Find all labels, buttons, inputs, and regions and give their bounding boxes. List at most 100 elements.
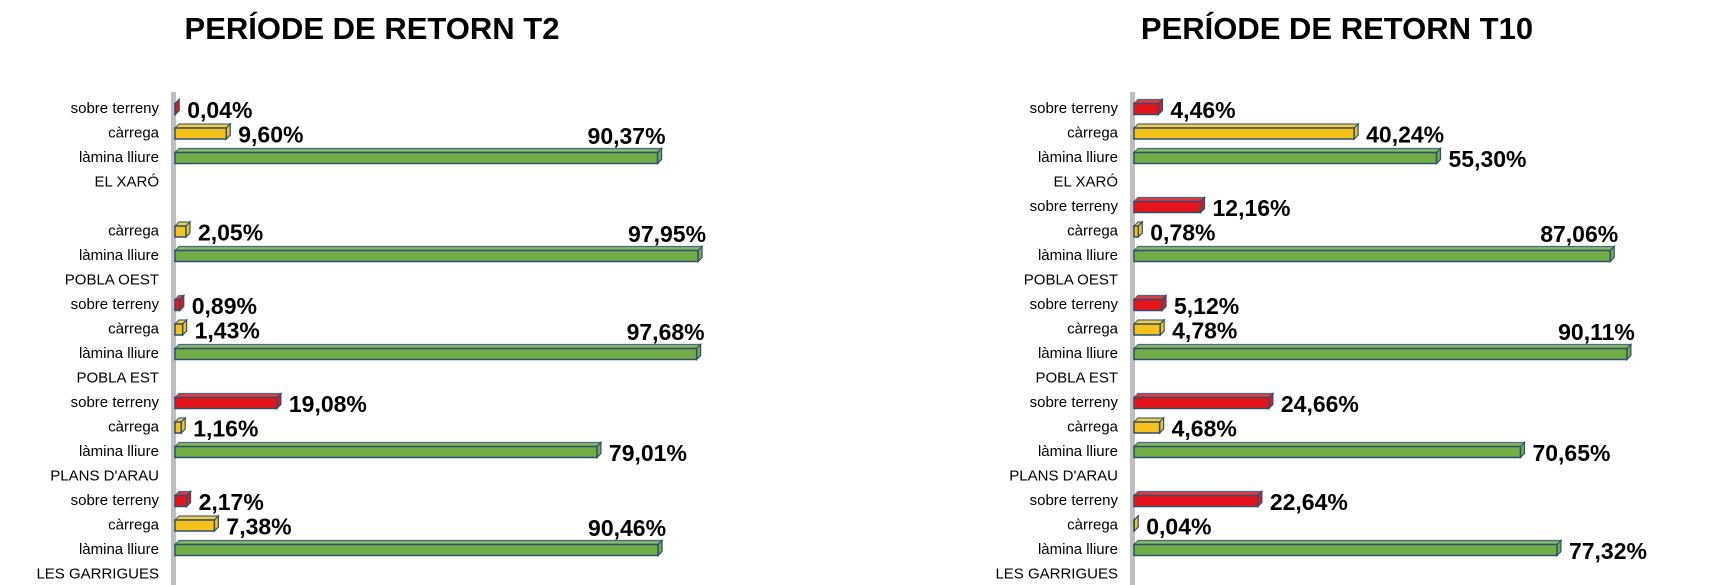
bar	[174, 519, 216, 532]
value-label: 77,32%	[1569, 538, 1647, 564]
bar	[174, 421, 182, 434]
bar-category-label: sobre terreny	[71, 394, 160, 411]
bar	[1133, 347, 1628, 361]
bar	[1133, 127, 1355, 140]
bar-category-label: làmina lliure	[1038, 149, 1118, 166]
bar	[1133, 249, 1611, 263]
group-label: LES GARRIGUES	[995, 565, 1118, 582]
value-label: 4,68%	[1172, 416, 1237, 442]
bar-category-label: làmina lliure	[79, 345, 159, 362]
bar-category-label: càrrega	[108, 320, 160, 337]
bar	[1133, 151, 1438, 165]
value-label: 4,46%	[1170, 97, 1235, 123]
value-label: 90,11%	[1558, 319, 1635, 345]
value-label: 19,08%	[289, 391, 367, 417]
bar	[174, 151, 659, 165]
bar	[174, 298, 181, 312]
group-label: PLANS D'ARAU	[1009, 467, 1118, 484]
value-label: 90,37%	[588, 123, 666, 149]
value-label: 0,04%	[1146, 514, 1211, 540]
bar	[174, 249, 699, 263]
bar-category-label: càrrega	[1067, 418, 1119, 435]
value-label: 0,78%	[1150, 220, 1215, 246]
value-label: 0,04%	[187, 97, 252, 123]
bar-category-label: làmina lliure	[1038, 345, 1118, 362]
value-label: 7,38%	[226, 514, 291, 540]
bar	[1133, 298, 1163, 312]
value-label: 2,05%	[198, 220, 263, 246]
value-label: 24,66%	[1281, 391, 1359, 417]
bar	[174, 543, 659, 557]
bar-category-label: sobre terreny	[71, 100, 160, 117]
group-label: LES GARRIGUES	[36, 565, 159, 582]
bar-category-label: càrrega	[108, 222, 160, 239]
value-label: 22,64%	[1270, 489, 1348, 515]
bar	[1133, 102, 1160, 116]
bar-category-label: làmina lliure	[1038, 247, 1118, 264]
value-label: 1,16%	[193, 416, 258, 442]
bar	[1133, 494, 1259, 508]
bar-category-label: sobre terreny	[1030, 394, 1119, 411]
bar-category-label: càrrega	[108, 516, 160, 533]
value-label: 97,68%	[627, 319, 705, 345]
bar-category-label: càrrega	[1067, 222, 1119, 239]
bar	[174, 323, 184, 336]
bar	[1133, 396, 1270, 410]
bar	[1133, 200, 1202, 214]
group-label: POBLA OEST	[65, 271, 159, 288]
bar-category-label: sobre terreny	[71, 492, 160, 509]
group-label: PLANS D'ARAU	[50, 467, 159, 484]
bar-category-label: làmina lliure	[79, 149, 159, 166]
value-label: 70,65%	[1532, 440, 1610, 466]
value-label: 55,30%	[1448, 146, 1526, 172]
value-label: 1,43%	[195, 318, 260, 344]
axis-line	[171, 92, 176, 585]
bar	[174, 347, 698, 361]
bar-category-label: càrrega	[108, 124, 160, 141]
value-label: 87,06%	[1540, 221, 1618, 247]
bar	[174, 494, 188, 508]
bar	[1133, 543, 1558, 557]
group-label: POBLA EST	[1035, 369, 1118, 386]
bar-category-label: sobre terreny	[1030, 100, 1119, 117]
bar	[1133, 225, 1140, 238]
group-label: EL XARÓ	[95, 173, 159, 190]
bar-category-label: càrrega	[1067, 124, 1119, 141]
bar	[1133, 421, 1161, 434]
bar	[174, 445, 598, 459]
bar-category-label: làmina lliure	[79, 443, 159, 460]
value-label: 90,46%	[588, 515, 666, 541]
value-label: 40,24%	[1366, 122, 1444, 148]
bar-category-label: càrrega	[1067, 516, 1119, 533]
bar-category-label: sobre terreny	[1030, 492, 1119, 509]
bar-category-label: làmina lliure	[79, 247, 159, 264]
value-label: 0,89%	[192, 293, 257, 319]
bar-category-label: sobre terreny	[1030, 296, 1119, 313]
value-label: 2,17%	[199, 489, 264, 515]
value-label: 5,12%	[1174, 293, 1239, 319]
value-label: 9,60%	[238, 122, 303, 148]
bar-category-label: càrrega	[1067, 320, 1119, 337]
value-label: 12,16%	[1213, 195, 1291, 221]
chart-title: PERÍODE DE RETORN T10	[1141, 11, 1533, 46]
group-label: POBLA OEST	[1024, 271, 1118, 288]
bar	[174, 127, 228, 140]
group-label: EL XARÓ	[1054, 173, 1118, 190]
bar-category-label: làmina lliure	[1038, 541, 1118, 558]
bar-category-label: sobre terreny	[1030, 198, 1119, 215]
axis-line	[1130, 92, 1135, 585]
value-label: 97,95%	[628, 221, 706, 247]
bar-category-label: càrrega	[108, 418, 160, 435]
value-label: 79,01%	[609, 440, 687, 466]
bar-category-label: làmina lliure	[79, 541, 159, 558]
value-label: 4,78%	[1172, 318, 1237, 344]
bar-category-label: làmina lliure	[1038, 443, 1118, 460]
bar-category-label: sobre terreny	[71, 296, 160, 313]
bar	[174, 396, 278, 410]
group-label: POBLA EST	[76, 369, 159, 386]
bar	[1133, 445, 1522, 459]
bar	[1133, 323, 1161, 336]
chart-title: PERÍODE DE RETORN T2	[185, 11, 560, 46]
